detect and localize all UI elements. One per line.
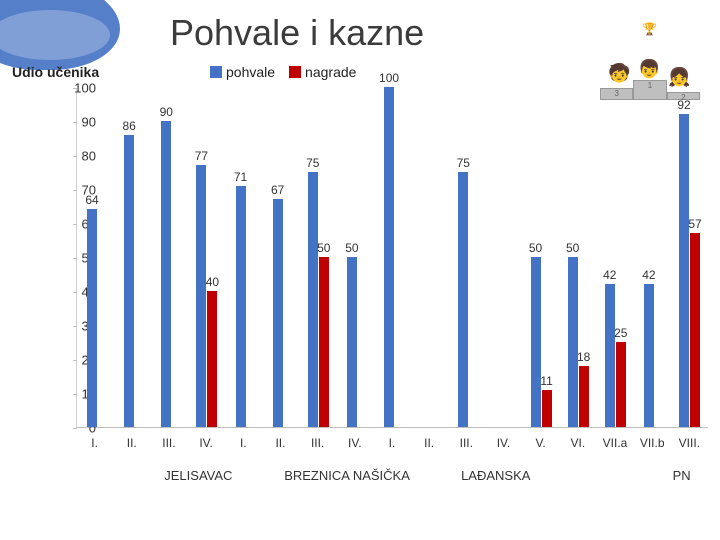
x-tick-label: III. xyxy=(448,432,485,450)
bar-value-label: 40 xyxy=(206,275,219,289)
bar-pohvale: 50 xyxy=(347,257,357,427)
bar-pair: 71 xyxy=(226,88,263,427)
bar-pohvale: 86 xyxy=(124,135,134,427)
x-tick-label: II. xyxy=(411,432,448,450)
bar-pair: 7550 xyxy=(300,88,337,427)
bar-value-label: 71 xyxy=(234,170,247,184)
bar-pair: 50 xyxy=(337,88,374,427)
bar-value-label: 77 xyxy=(195,149,208,163)
x-tick-label: II. xyxy=(262,432,299,450)
x-tick-label: VII.b xyxy=(634,432,671,450)
bar-value-label: 75 xyxy=(457,156,470,170)
bar-pohvale: 64 xyxy=(87,209,97,427)
bar-pohvale: 50 xyxy=(531,257,541,427)
bar-value-label: 67 xyxy=(271,183,284,197)
bar-value-label: 90 xyxy=(160,105,173,119)
legend-label: nagrade xyxy=(305,64,356,80)
bar-pair: 64 xyxy=(77,88,114,427)
x-tick-label: VII.a xyxy=(596,432,633,450)
bar-pohvale: 75 xyxy=(308,172,318,427)
bar-pair: 75 xyxy=(448,88,485,427)
bar-value-label: 50 xyxy=(345,241,358,255)
bar-pohvale: 77 xyxy=(196,165,206,427)
chart-plot: 0102030405060708090100 64869077407167755… xyxy=(76,88,708,428)
bar-pohvale: 100 xyxy=(384,87,394,427)
group-label: JELISAVAC xyxy=(124,468,273,483)
bar-pohvale: 71 xyxy=(236,186,246,427)
bar-pair: 7740 xyxy=(188,88,225,427)
bar-pair: 4225 xyxy=(597,88,634,427)
bar-value-label: 5​7 xyxy=(688,217,701,231)
bar-pair: 67 xyxy=(263,88,300,427)
bar-value-label: 50 xyxy=(317,241,330,255)
x-tick-label: IV. xyxy=(336,432,373,450)
x-tick-label: I. xyxy=(76,432,113,450)
chart-legend: pohvale nagrade xyxy=(210,64,356,80)
group-label: PN xyxy=(607,468,720,483)
bar-value-label: 42 xyxy=(642,268,655,282)
x-tick-label: V. xyxy=(522,432,559,450)
bar-value-label: 86 xyxy=(123,119,136,133)
group-labels: JELISAVACBREZNICA NAŠIČKALAĐANSKA PN xyxy=(124,468,720,483)
bar-pair xyxy=(485,88,522,427)
x-tick-label: IV. xyxy=(485,432,522,450)
bar-nagrade: 18 xyxy=(579,366,589,427)
x-tick-label: IV. xyxy=(188,432,225,450)
bar-value-label: 75 xyxy=(306,156,319,170)
bar-nagrade: 50 xyxy=(319,257,329,427)
bar-nagrade: 11 xyxy=(542,390,552,427)
bar-pohvale: 67 xyxy=(273,199,283,427)
bar-pair: 100 xyxy=(374,88,411,427)
bar-pohvale: 50 xyxy=(568,257,578,427)
bar-pohvale: 90 xyxy=(161,121,171,427)
x-tick-label: VIII. xyxy=(671,432,708,450)
bar-pohvale: 92 xyxy=(679,114,689,427)
bar-pair: 925​7 xyxy=(671,88,708,427)
group-label xyxy=(570,468,607,483)
bar-nagrade: 25 xyxy=(616,342,626,427)
kid-icon: 👦 xyxy=(638,59,660,80)
bar-pohvale: 75 xyxy=(458,172,468,427)
bar-value-label: 25 xyxy=(614,326,627,340)
bar-value-label: 100 xyxy=(379,71,399,85)
bar-pohvale: 42 xyxy=(644,284,654,427)
y-axis-label: Udio učenika xyxy=(12,64,99,80)
header-decoration xyxy=(0,0,120,70)
bar-value-label: 50 xyxy=(566,241,579,255)
page-title: Pohvale i kazne xyxy=(170,12,424,54)
x-tick-label: I. xyxy=(373,432,410,450)
legend-label: pohvale xyxy=(226,64,275,80)
bar-value-label: 64 xyxy=(85,193,98,207)
bar-value-label: 42 xyxy=(603,268,616,282)
bar-pair: 86 xyxy=(114,88,151,427)
x-axis-labels: I.II.III.IV.I.II.III.IV.I.II.III.IV.V.VI… xyxy=(76,432,708,450)
legend-item-nagrade: nagrade xyxy=(289,64,356,80)
bar-value-label: 11 xyxy=(540,374,552,388)
bar-nagrade: 40 xyxy=(207,291,217,427)
trophy-icon: 🏆 xyxy=(642,22,657,36)
bar-value-label: 18 xyxy=(577,350,590,364)
x-tick-label: III. xyxy=(299,432,336,450)
group-label: LAĐANSKA xyxy=(421,468,570,483)
legend-swatch xyxy=(210,66,222,78)
bar-pair: 5018 xyxy=(560,88,597,427)
bar-value-label: 92 xyxy=(677,98,690,112)
x-tick-label: I. xyxy=(225,432,262,450)
chart-area: 0102030405060708090100 64869077407167755… xyxy=(48,88,708,428)
x-tick-label: VI. xyxy=(559,432,596,450)
x-tick-label: II. xyxy=(113,432,150,450)
bar-value-label: 50 xyxy=(529,241,542,255)
bar-pair xyxy=(411,88,448,427)
bar-nagrade: 5​7 xyxy=(690,233,700,427)
legend-item-pohvale: pohvale xyxy=(210,64,275,80)
bar-pair: 5011 xyxy=(523,88,560,427)
x-tick-label: III. xyxy=(150,432,187,450)
bar-pair: 42 xyxy=(634,88,671,427)
group-label: BREZNICA NAŠIČKA xyxy=(273,468,422,483)
legend-swatch xyxy=(289,66,301,78)
bars-container: 6486907740716775505010075501150184225429… xyxy=(77,88,708,427)
bar-pair: 90 xyxy=(151,88,188,427)
bar-pohvale: 42 xyxy=(605,284,615,427)
